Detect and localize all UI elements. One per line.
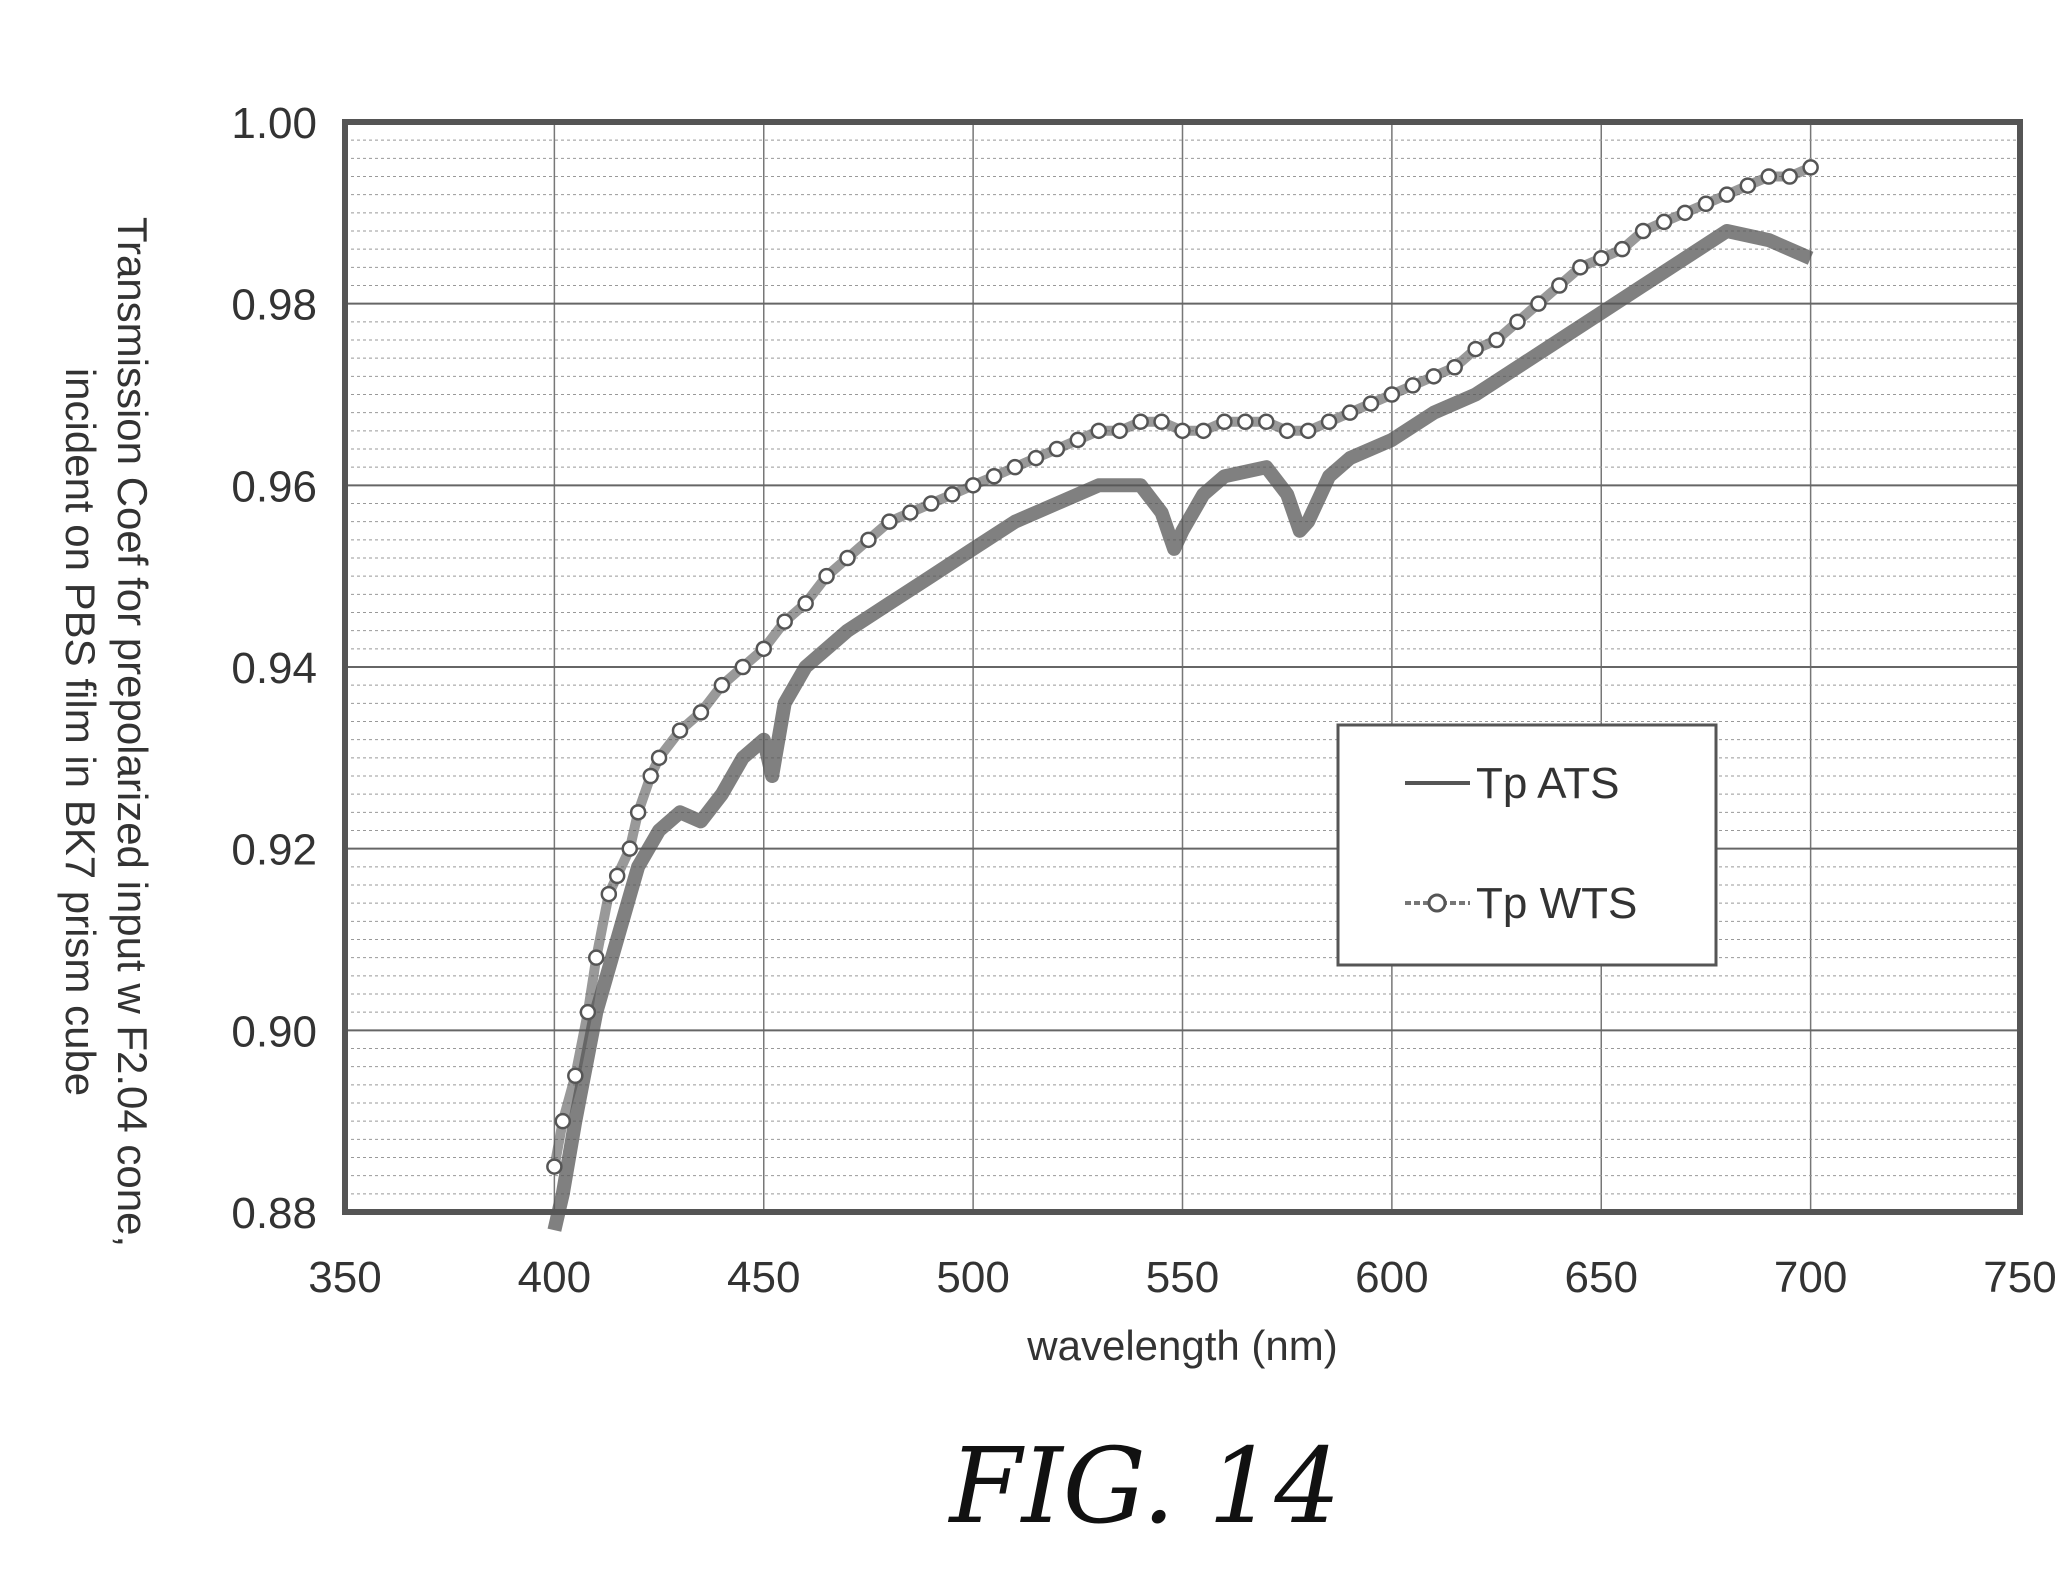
data-point-tp-wts (1341, 404, 1359, 421)
data-point-tp-wts (1551, 277, 1568, 294)
data-point-tp-wts (579, 1003, 597, 1021)
data-point-tp-wts (923, 495, 940, 512)
data-point-tp-wts (713, 676, 731, 694)
data-point-tp-wts (839, 549, 856, 567)
data-point-tp-wts (567, 1067, 584, 1084)
data-point-tp-wts (797, 595, 814, 612)
x-tick-label: 700 (1774, 1253, 1847, 1302)
data-point-tp-wts (1655, 213, 1673, 231)
data-point-tp-wts (1237, 413, 1254, 430)
legend-label-tp-wts: Tp WTS (1476, 879, 1637, 928)
data-point-tp-wts (1488, 331, 1505, 349)
y-tick-label: 0.96 (231, 462, 317, 511)
data-point-tp-wts (1027, 449, 1045, 467)
x-tick-label: 400 (518, 1253, 591, 1302)
data-point-tp-wts (1069, 431, 1087, 449)
data-point-tp-wts (1530, 295, 1547, 312)
y-axis-title-line-2: incident on PBS film in BK7 prism cube (57, 368, 104, 1096)
data-point-tp-wts (1383, 386, 1401, 403)
data-point-tp-wts (1132, 413, 1149, 430)
data-point-tp-wts (1509, 313, 1526, 331)
data-point-tp-wts (1425, 368, 1442, 385)
data-point-tp-wts (1153, 413, 1170, 430)
data-point-tp-wts (1216, 413, 1233, 430)
data-point-tp-wts (1739, 177, 1757, 194)
data-point-tp-wts (1446, 359, 1463, 376)
data-point-tp-wts (1299, 422, 1317, 440)
data-point-tp-wts (1718, 186, 1736, 203)
data-point-tp-wts (1195, 422, 1212, 440)
legend-marker-tp-wts (1427, 893, 1447, 913)
legend-label-tp-ats: Tp ATS (1476, 759, 1619, 808)
data-point-tp-wts (588, 949, 605, 966)
x-tick-label: 500 (936, 1253, 1009, 1302)
data-point-tp-wts (642, 767, 659, 785)
x-tick-label: 750 (1983, 1253, 2056, 1302)
data-point-tp-wts (600, 885, 618, 903)
x-tick-label: 450 (727, 1253, 800, 1302)
data-point-tp-wts (1593, 250, 1610, 267)
series-line-tp-ats (547, 224, 1814, 1232)
data-point-tp-wts (1048, 440, 1066, 458)
data-point-tp-wts (650, 749, 668, 767)
data-point-tp-wts (1467, 340, 1484, 358)
figure-caption: FIG. 14 (947, 1425, 1340, 1547)
y-tick-label: 0.94 (231, 644, 317, 693)
data-point-tp-wts (1404, 377, 1422, 394)
y-tick-label: 0.88 (231, 1189, 317, 1238)
data-point-tp-wts (1362, 395, 1380, 412)
data-point-tp-wts (1572, 259, 1589, 276)
y-tick-label: 0.98 (231, 281, 317, 330)
data-point-tp-wts (1006, 458, 1024, 476)
data-point-tp-wts (629, 804, 647, 821)
legend-box (1336, 723, 1718, 967)
plot-frame (342, 119, 2023, 1215)
y-tick-label: 0.92 (231, 826, 317, 875)
x-tick-label: 550 (1146, 1253, 1219, 1302)
data-point-tp-wts (621, 840, 638, 857)
data-point-tp-wts (671, 722, 689, 739)
data-point-tp-wts (818, 567, 835, 585)
data-point-tp-wts (1760, 168, 1777, 185)
data-point-tp-wts (964, 477, 982, 494)
x-axis-title: wavelength (nm) (1026, 1322, 1337, 1369)
data-point-tp-wts (902, 504, 919, 521)
data-point-tp-wts (755, 640, 772, 658)
legend: Tp ATS Tp WTS (1336, 723, 1718, 967)
data-point-tp-wts (546, 1158, 563, 1175)
data-point-tp-wts (1090, 422, 1107, 440)
x-tick-label: 600 (1355, 1253, 1428, 1302)
data-point-tp-wts (1802, 159, 1819, 176)
data-point-tp-wts (1781, 168, 1798, 185)
data-point-tp-wts (1258, 413, 1275, 430)
data-point-tp-wts (776, 613, 793, 630)
data-point-tp-wts (1320, 413, 1338, 430)
data-point-tp-wts (1111, 422, 1128, 440)
data-point-tp-wts (1174, 422, 1191, 440)
data-point-tp-wts (692, 704, 710, 721)
data-point-tp-wts (734, 658, 752, 676)
grid (345, 122, 2020, 1212)
data-point-tp-wts (1676, 204, 1694, 222)
x-tick-label: 350 (308, 1253, 381, 1302)
data-point-tp-wts (1634, 222, 1652, 240)
series-layer (546, 159, 1819, 1232)
data-point-tp-wts (860, 531, 877, 549)
y-tick-label: 1.00 (231, 99, 317, 148)
y-tick-label: 0.90 (231, 1007, 317, 1056)
x-tick-label: 650 (1565, 1253, 1638, 1302)
data-point-tp-wts (1278, 422, 1296, 440)
data-point-tp-wts (608, 867, 626, 885)
data-point-tp-wts (985, 468, 1003, 485)
data-point-tp-wts (943, 486, 961, 503)
data-point-tp-wts (1613, 240, 1631, 258)
data-point-tp-wts (554, 1112, 571, 1130)
data-point-tp-wts (1697, 195, 1715, 212)
tick-labels: 350 400 450 500 550 600 650 700 750 0.88 0.90 0.92 0… (231, 99, 2056, 1302)
y-axis-title-line-1: Transmission Coef for prepolarized input… (109, 217, 156, 1247)
data-point-tp-wts (881, 513, 898, 530)
